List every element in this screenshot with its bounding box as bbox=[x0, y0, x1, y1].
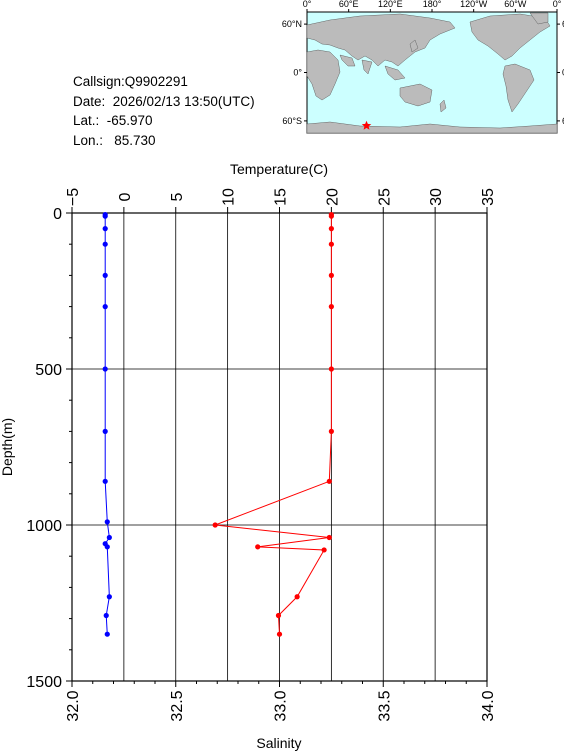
map-frame bbox=[306, 11, 558, 134]
date: Date: 2026/02/13 13:50(UTC) bbox=[73, 93, 255, 109]
salinity-data-point bbox=[102, 541, 108, 547]
salinity-data-point bbox=[102, 241, 108, 247]
map-lon-label: 180° bbox=[423, 0, 442, 9]
station-info: Callsign:Q9902291 Date: 2026/02/13 13:50… bbox=[73, 72, 255, 150]
temperature-data-point bbox=[328, 213, 334, 219]
temperature-tick-label: 0 bbox=[117, 192, 134, 201]
chart-ticks bbox=[66, 207, 488, 687]
salinity-tick-label: 32.0 bbox=[65, 690, 82, 721]
salinity-data-point bbox=[102, 366, 108, 372]
chart-grid bbox=[71, 212, 488, 682]
salinity-data-point bbox=[102, 478, 108, 484]
salinity-data-point bbox=[106, 594, 112, 600]
temperature-data-point bbox=[255, 544, 261, 550]
map-ticks bbox=[304, 9, 560, 122]
salinity-data-point bbox=[102, 272, 108, 278]
map-lat-label-right: 0° bbox=[562, 68, 564, 78]
map-lon-label: 120°W bbox=[460, 0, 488, 9]
map-lat-label-right: 60°S bbox=[562, 116, 564, 126]
salinity-tick-label: 33.5 bbox=[376, 690, 393, 721]
chart-series bbox=[102, 211, 334, 637]
temperature-data-point bbox=[321, 547, 327, 553]
salinity-tick-label: 33.0 bbox=[273, 690, 290, 721]
map-land bbox=[306, 12, 558, 134]
salinity-data-point bbox=[104, 519, 110, 525]
salinity-axis-label: Salinity bbox=[256, 735, 301, 751]
temperature-tick-label: −5 bbox=[65, 188, 82, 206]
depth-tick-label: 1500 bbox=[26, 674, 62, 691]
temperature-tick-label: 5 bbox=[169, 192, 186, 201]
salinity-data-point bbox=[102, 226, 108, 232]
temperature-data-point bbox=[276, 631, 283, 637]
depth-tick-label: 0 bbox=[53, 206, 62, 223]
temperature-tick-label: 10 bbox=[221, 188, 238, 206]
location-map: 0° 60°E 120°E 180° 120°W 60°W 0° 60°N 60°N 0° 0° 60… bbox=[282, 0, 564, 134]
depth-tick-label: 1000 bbox=[26, 518, 62, 535]
temperature-tick-label: 20 bbox=[324, 188, 341, 206]
longitude: Lon.: 85.730 bbox=[73, 132, 156, 148]
salinity-data-point bbox=[102, 428, 108, 434]
temperature-data-point bbox=[212, 522, 218, 528]
salinity-data-point bbox=[106, 534, 112, 541]
station-marker-icon bbox=[361, 120, 372, 130]
map-labels: 0° 60°E 120°E 180° 120°W 60°W 0° 60°N 60°N 0° 0° 60… bbox=[282, 0, 564, 126]
temperature-tick-label: 35 bbox=[480, 188, 497, 206]
temperature-tick-label: 25 bbox=[376, 188, 393, 206]
temperature-tick-label: 15 bbox=[273, 188, 290, 206]
temperature-data-point bbox=[328, 304, 334, 310]
salinity-data-point bbox=[104, 631, 110, 637]
temperature-data-point bbox=[328, 272, 334, 278]
temperature-data-point bbox=[328, 428, 334, 434]
map-lon-label: 0° bbox=[303, 0, 312, 9]
temperature-axis-label: Temperature(C) bbox=[230, 161, 328, 177]
callsign: Callsign:Q9902291 bbox=[73, 74, 188, 89]
temperature-data-point bbox=[328, 241, 334, 247]
map-lon-label: 120°E bbox=[378, 0, 403, 9]
salinity-data-point bbox=[102, 211, 108, 218]
map-lat-label-left: 60°S bbox=[282, 116, 302, 126]
temperature-data-point bbox=[328, 226, 334, 232]
plot-frame bbox=[71, 212, 488, 682]
salinity-data-point bbox=[103, 612, 109, 619]
temperature-profile-line bbox=[214, 214, 332, 635]
map-lon-label: 60°E bbox=[339, 0, 359, 9]
salinity-data-point bbox=[102, 213, 108, 219]
temperature-data-point bbox=[328, 211, 334, 218]
depth-tick-label: 500 bbox=[35, 362, 62, 379]
temperature-data-point bbox=[294, 594, 300, 600]
depth-axis-label: Depth(m) bbox=[0, 418, 15, 476]
temperature-tick-label: 30 bbox=[428, 188, 445, 206]
salinity-data-point bbox=[104, 544, 110, 550]
map-lat-label-right: 60°N bbox=[562, 19, 564, 29]
salinity-tick-label: 34.0 bbox=[480, 690, 497, 721]
temperature-data-point bbox=[326, 478, 332, 484]
temperature-data-point bbox=[275, 612, 282, 619]
latitude: Lat.: -65.970 bbox=[73, 113, 153, 128]
temperature-data-point bbox=[328, 366, 334, 372]
map-lat-label-left: 0° bbox=[293, 68, 302, 78]
salinity-profile-line bbox=[104, 214, 110, 635]
salinity-data-point bbox=[102, 304, 108, 310]
map-lon-label: 0° bbox=[553, 0, 562, 9]
salinity-tick-label: 32.5 bbox=[169, 690, 186, 721]
temperature-data-point bbox=[326, 534, 332, 541]
map-lon-label: 60°W bbox=[504, 0, 527, 9]
map-lat-label-left: 60°N bbox=[282, 19, 302, 29]
